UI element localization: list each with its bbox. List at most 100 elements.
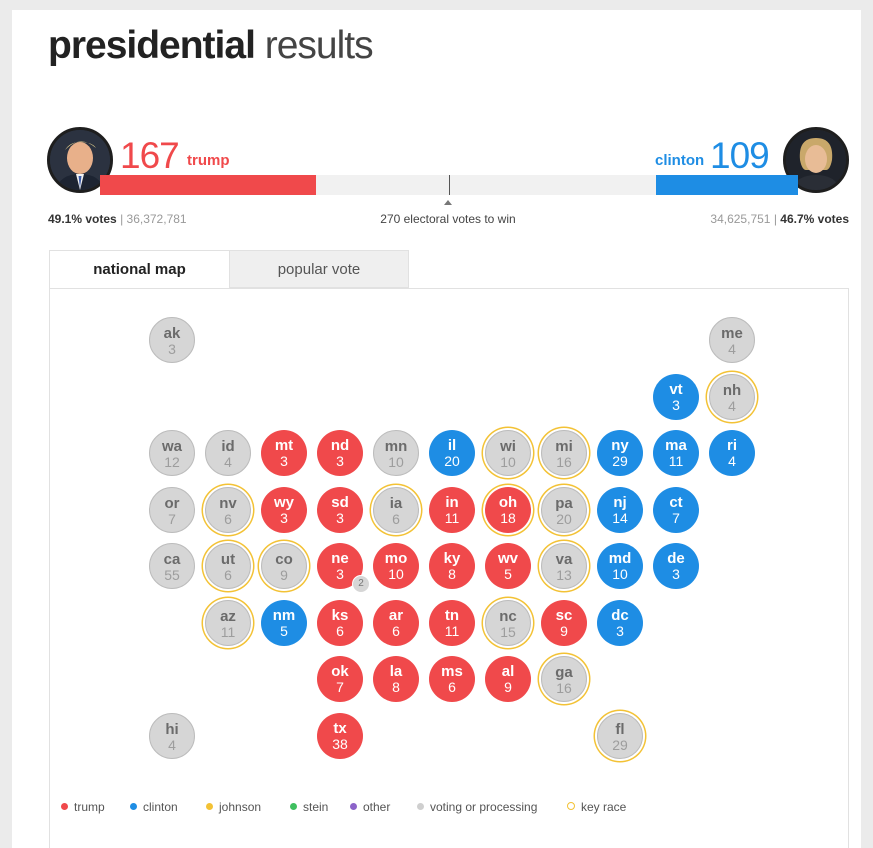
state-az[interactable]: az 11 (205, 599, 251, 646)
state-ok[interactable]: ok 7 (317, 656, 363, 702)
state-electoral-votes: 8 (392, 679, 400, 695)
ne-split-badge[interactable]: 2 (352, 575, 370, 593)
state-abbrev: az (220, 607, 236, 625)
state-fl[interactable]: fl 29 (597, 712, 643, 759)
legend-item-voting-or-processing: voting or processing (417, 800, 537, 814)
state-electoral-votes: 10 (612, 566, 628, 582)
state-id[interactable]: id 4 (205, 430, 251, 476)
state-wy[interactable]: wy 3 (261, 486, 307, 533)
state-sd[interactable]: sd 3 (317, 486, 363, 533)
state-electoral-votes: 11 (444, 509, 460, 526)
state-ks[interactable]: ks 6 (317, 599, 363, 646)
state-pa[interactable]: pa 20 (541, 486, 587, 533)
state-abbrev: dc (611, 606, 629, 624)
legend-item-key-race: key race (567, 800, 626, 814)
title-bold: presidential (48, 24, 256, 67)
state-electoral-votes: 6 (392, 622, 400, 639)
state-electoral-votes: 3 (280, 509, 288, 526)
state-abbrev: mi (555, 438, 573, 455)
state-abbrev: tx (333, 719, 347, 737)
state-nc[interactable]: nc 15 (485, 599, 531, 646)
state-electoral-votes: 16 (556, 680, 572, 696)
state-abbrev: ak (163, 325, 181, 342)
tab-popular-vote[interactable]: popular vote (229, 250, 409, 288)
state-abbrev: vt (669, 380, 683, 398)
state-va[interactable]: va 13 (541, 543, 587, 589)
state-abbrev: sc (555, 606, 573, 624)
state-wa[interactable]: wa 12 (149, 430, 195, 476)
trump-votes: 36,372,781 (126, 212, 187, 226)
state-in[interactable]: in 11 (429, 486, 475, 533)
state-ca[interactable]: ca 55 (149, 543, 195, 589)
state-abbrev: ri (726, 437, 737, 454)
state-mo[interactable]: mo 10 (373, 543, 419, 589)
state-nd[interactable]: nd 3 (317, 430, 363, 476)
state-nh[interactable]: nh 4 (709, 373, 755, 420)
state-ms[interactable]: ms 6 (429, 656, 475, 702)
legend-label: johnson (219, 800, 262, 814)
state-dc[interactable]: dc 3 (597, 599, 643, 646)
state-ct[interactable]: ct 7 (653, 486, 699, 533)
state-electoral-votes: 9 (280, 567, 288, 583)
state-tx[interactable]: tx 38 (317, 712, 363, 759)
legend-marker-icon (61, 803, 68, 810)
state-electoral-votes: 6 (448, 679, 456, 695)
state-co[interactable]: co 9 (261, 543, 307, 589)
state-electoral-votes: 11 (220, 623, 236, 640)
state-electoral-votes: 6 (224, 510, 232, 527)
state-ny[interactable]: ny 29 (597, 430, 643, 476)
state-ak[interactable]: ak 3 (149, 317, 195, 363)
state-wi[interactable]: wi 10 (485, 430, 531, 476)
state-electoral-votes: 20 (444, 453, 460, 469)
state-ar[interactable]: ar 6 (373, 599, 419, 646)
state-ky[interactable]: ky 8 (429, 543, 475, 589)
state-la[interactable]: la 8 (373, 656, 419, 702)
state-abbrev: de (667, 550, 685, 567)
state-or[interactable]: or 7 (149, 486, 195, 533)
state-nm[interactable]: nm 5 (261, 599, 307, 646)
state-mi[interactable]: mi 16 (541, 430, 587, 476)
state-electoral-votes: 6 (224, 567, 232, 583)
legend-marker-icon (206, 803, 213, 810)
state-hi[interactable]: hi 4 (149, 712, 195, 759)
state-electoral-votes: 6 (336, 622, 344, 639)
state-abbrev: wv (497, 550, 518, 567)
state-al[interactable]: al 9 (485, 656, 531, 702)
state-abbrev: ne (331, 550, 349, 567)
state-oh[interactable]: oh 18 (485, 486, 531, 533)
state-vt[interactable]: vt 3 (653, 373, 699, 420)
state-abbrev: ut (220, 551, 236, 568)
state-nj[interactable]: nj 14 (597, 486, 643, 533)
state-sc[interactable]: sc 9 (541, 599, 587, 646)
state-electoral-votes: 29 (612, 736, 628, 753)
state-ia[interactable]: ia 6 (373, 486, 419, 533)
state-ga[interactable]: ga 16 (541, 656, 587, 702)
state-tn[interactable]: tn 11 (429, 599, 475, 646)
state-abbrev: al (501, 663, 515, 680)
state-abbrev: ia (389, 494, 403, 512)
legend-item-johnson: johnson (206, 800, 261, 814)
state-de[interactable]: de 3 (653, 543, 699, 589)
state-abbrev: ct (669, 493, 683, 511)
state-electoral-votes: 11 (668, 453, 684, 469)
state-wv[interactable]: wv 5 (485, 543, 531, 589)
win-threshold-line (449, 175, 450, 195)
state-me[interactable]: me 4 (709, 317, 755, 363)
state-abbrev: ks (331, 606, 349, 624)
state-abbrev: ny (611, 437, 629, 454)
state-md[interactable]: md 10 (597, 543, 643, 589)
state-ma[interactable]: ma 11 (653, 430, 699, 476)
state-nv[interactable]: nv 6 (205, 486, 251, 533)
state-abbrev: oh (498, 493, 518, 511)
state-ut[interactable]: ut 6 (205, 543, 251, 589)
legend-item-other: other (350, 800, 390, 814)
state-electoral-votes: 4 (728, 341, 736, 357)
tab-national-map[interactable]: national map (49, 250, 229, 288)
state-mn[interactable]: mn 10 (373, 430, 419, 476)
state-abbrev: il (447, 437, 457, 454)
state-abbrev: sd (331, 493, 349, 511)
state-mt[interactable]: mt 3 (261, 430, 307, 476)
state-il[interactable]: il 20 (429, 430, 475, 476)
trump-portrait-icon (50, 130, 110, 190)
state-ri[interactable]: ri 4 (709, 430, 755, 476)
